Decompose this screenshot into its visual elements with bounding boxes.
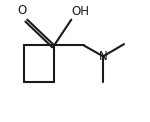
- Text: O: O: [18, 4, 27, 17]
- Text: N: N: [99, 50, 108, 63]
- Text: OH: OH: [71, 5, 89, 18]
